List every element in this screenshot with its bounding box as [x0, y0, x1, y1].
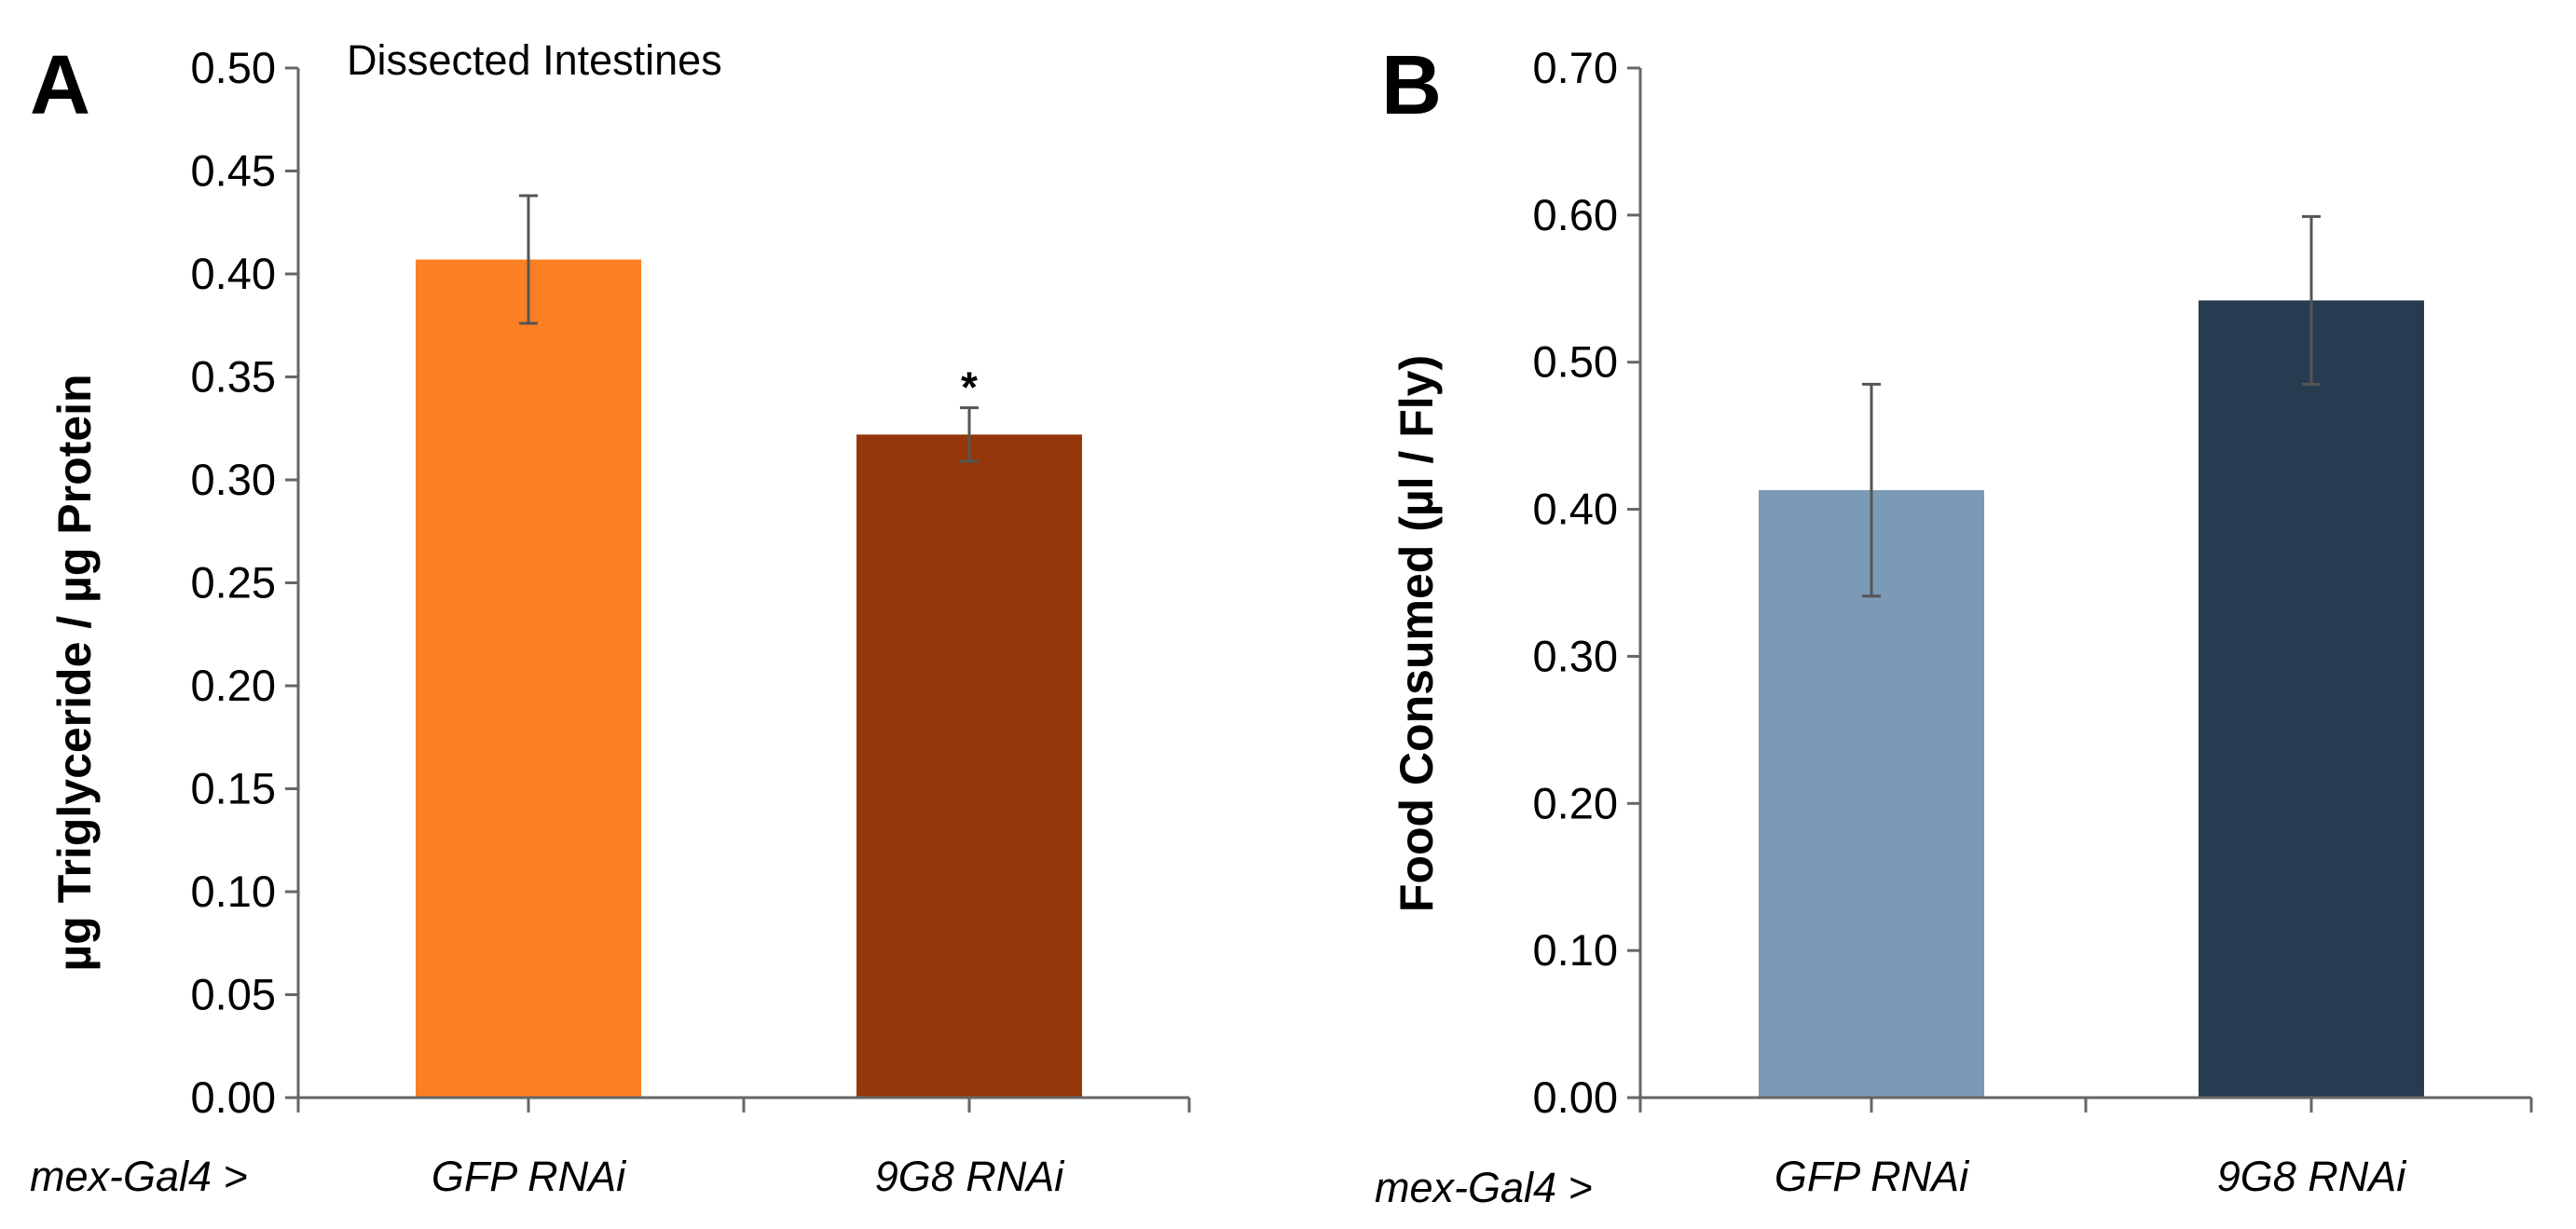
panel-b-bar-2: [2199, 300, 2424, 1098]
panel-b-category-label-2: 9G8 RNAi: [2217, 1153, 2408, 1200]
panel-b-y-tick-label-0: 0.00: [1533, 1072, 1618, 1122]
panel-b-x-axis-label: mex-Gal4 >: [1375, 1164, 1593, 1211]
panel-a-label: A: [30, 39, 90, 132]
panel-a-y-tick-label-5: 0.25: [191, 558, 276, 608]
panel-a-chart: A Dissected Intestines µg Triglyceride /…: [30, 36, 1191, 1200]
panel-a-title: Dissected Intestines: [347, 36, 722, 84]
panel-a-y-tick-label-0: 0.00: [191, 1072, 276, 1122]
panel-a-category-label-1: GFP RNAi: [432, 1153, 627, 1200]
panel-b-y-tick-label-3: 0.30: [1533, 631, 1618, 680]
panel-a-y-tick-label-4: 0.20: [191, 661, 276, 710]
panel-a-y-tick-label-3: 0.15: [191, 764, 276, 813]
panel-b-y-tick-label-6: 0.60: [1533, 190, 1618, 239]
panel-a-y-tick-label-10: 0.50: [191, 43, 276, 92]
panel-b-label: B: [1381, 39, 1442, 132]
panel-a-significance-marker-2: *: [961, 363, 978, 412]
panel-a-y-tick-label-1: 0.05: [191, 970, 276, 1019]
panel-a-bar-1: [416, 259, 641, 1098]
panel-b-y-tick-label-7: 0.70: [1533, 43, 1618, 92]
panel-a-y-tick-label-9: 0.45: [191, 146, 276, 196]
panel-b-y-axis-label: Food Consumed (µl / Fly): [1391, 355, 1443, 912]
panel-a-y-tick-label-8: 0.40: [191, 249, 276, 298]
panel-a-category-label-2: 9G8 RNAi: [875, 1153, 1066, 1200]
panel-b-y-tick-label-4: 0.40: [1533, 485, 1618, 534]
panel-a-y-tick-label-6: 0.30: [191, 455, 276, 504]
panel-b-y-tick-label-5: 0.50: [1533, 337, 1618, 387]
panel-b-chart: B Food Consumed (µl / Fly) mex-Gal4 > GF…: [1375, 39, 2533, 1211]
panel-b-y-tick-label-1: 0.10: [1533, 925, 1618, 975]
panel-b-category-label-1: GFP RNAi: [1774, 1153, 1970, 1200]
panel-a-y-tick-label-2: 0.10: [191, 867, 276, 916]
panel-a-y-tick-label-7: 0.35: [191, 352, 276, 402]
panel-a-bar-2: [856, 434, 1082, 1098]
panel-b-y-tick-label-2: 0.20: [1533, 778, 1618, 827]
panel-a-y-axis-label: µg Triglyceride / µg Protein: [48, 374, 101, 971]
panel-a-x-axis-label: mex-Gal4 >: [30, 1153, 248, 1200]
